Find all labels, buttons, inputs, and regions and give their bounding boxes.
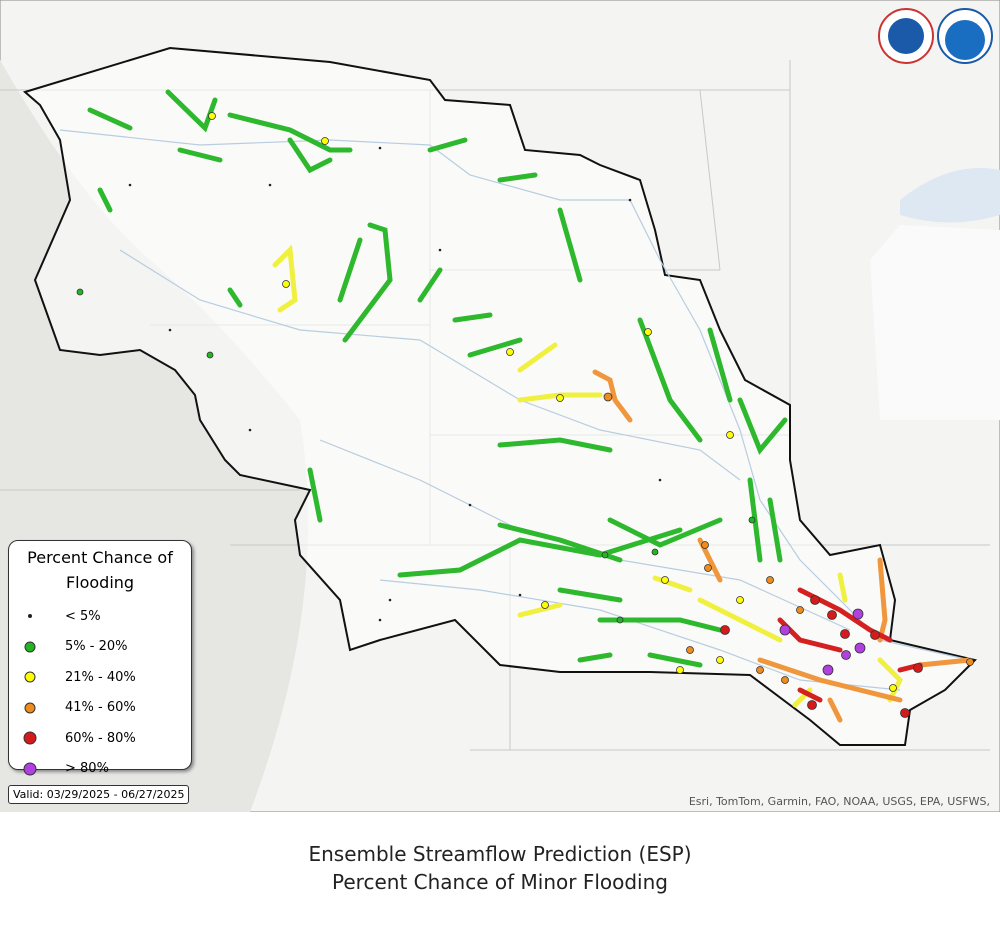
legend-symbol [24, 641, 36, 653]
legend-symbol [23, 731, 37, 745]
legend-dot [28, 614, 32, 619]
legend-item: 41% - 60% [17, 693, 183, 724]
rivers-5-20 [87, 89, 788, 668]
legend-items: < 5% 5% - 20% 21% - 40% 41% - 60% 60% - 80% >… [17, 601, 183, 784]
valid-dates: Valid: 03/29/2025 - 06/27/2025 [8, 785, 190, 804]
legend-label: 5% - 20% [65, 639, 128, 655]
legend-dot [23, 731, 37, 745]
legend-label: 41% - 60% [65, 700, 136, 716]
legend-dot [24, 641, 36, 653]
basin-outline [22, 46, 977, 746]
legend-symbol [24, 671, 36, 683]
legend-item: < 5% [17, 601, 183, 632]
legend-item: 21% - 40% [17, 662, 183, 693]
legend-item: 5% - 20% [17, 632, 183, 663]
legend-label: 21% - 40% [65, 669, 136, 685]
legend-symbol [24, 702, 36, 714]
legend-symbol [23, 762, 37, 776]
legend-label: < 5% [65, 608, 101, 624]
small-points [128, 146, 662, 622]
lake-region [870, 225, 1000, 420]
caption-line: Ensemble Streamflow Prediction (ESP) [308, 842, 692, 866]
caption: Ensemble Streamflow Prediction (ESP) Per… [0, 840, 1000, 896]
attribution: Esri, TomTom, Garmin, FAO, NOAA, USGS, E… [688, 795, 990, 808]
legend-item: > 80% [17, 754, 183, 785]
legend-dot [23, 762, 37, 776]
legend-item: 60% - 80% [17, 723, 183, 754]
legend-symbol [28, 614, 32, 619]
legend-dot [24, 702, 36, 714]
legend-label: > 80% [65, 761, 109, 777]
legend-title: Percent Chance of Flooding [27, 548, 173, 592]
legend-label: 60% - 80% [65, 730, 136, 746]
rivers-41-60 [592, 369, 973, 723]
forecast-points [76, 112, 974, 718]
legend: Percent Chance of Flooding < 5% 5% - 20% 2… [8, 540, 192, 776]
lake [900, 168, 1000, 223]
caption-line: Percent Chance of Minor Flooding [332, 870, 668, 894]
agency-logos [878, 8, 993, 64]
legend-dot [24, 671, 36, 683]
